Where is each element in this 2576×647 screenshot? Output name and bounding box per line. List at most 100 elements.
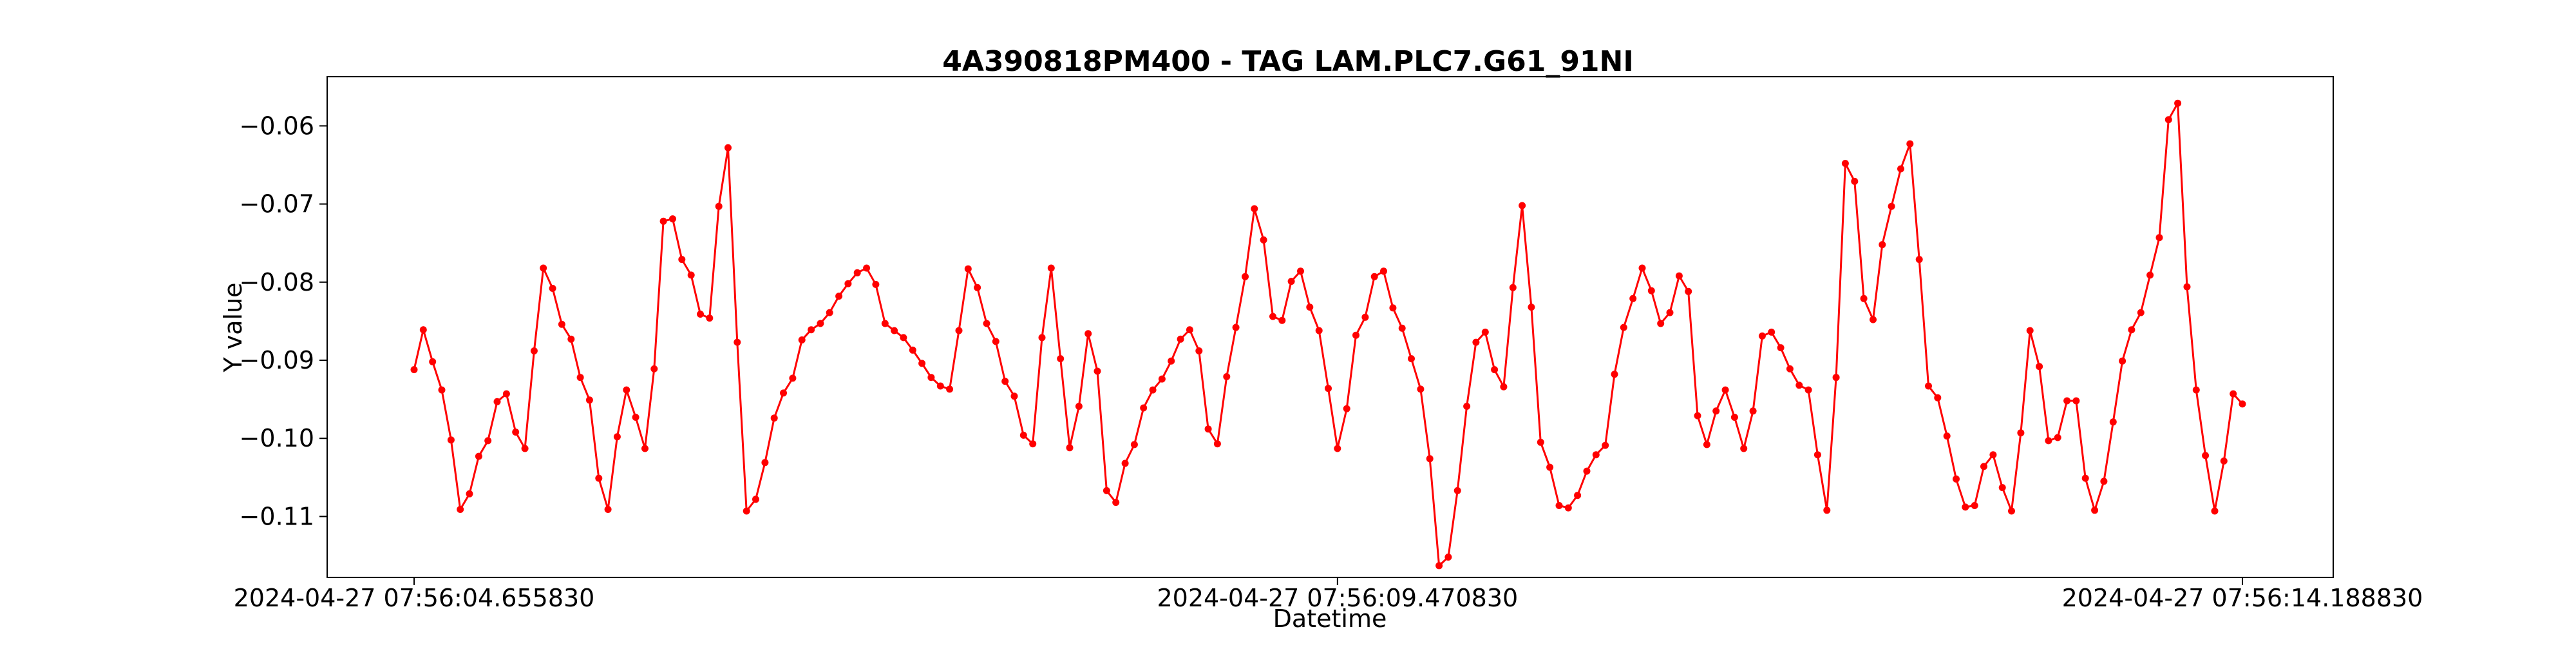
data-point [1168,357,1175,365]
data-point [2202,452,2210,459]
data-point [1251,205,1258,213]
x-axis-label: Datetime [1273,604,1387,633]
data-point [1213,440,1221,448]
data-point [632,414,639,421]
data-point [1564,504,1572,512]
data-point [697,311,704,318]
data-point [1925,382,1932,390]
data-point [1481,328,1489,336]
data-point [457,506,464,513]
data-point [1555,502,1563,509]
data-point [2036,363,2043,371]
data-point [1454,487,1461,494]
data-point [1398,324,1406,332]
data-point [715,202,723,210]
data-point [1500,383,1508,391]
data-point [1841,160,1849,168]
data-point [2081,474,2089,482]
data-point [1620,324,1627,331]
data-point [1694,412,1701,420]
data-point [1010,392,1018,400]
data-point [1537,438,1544,446]
data-point [844,280,852,287]
data-point [1204,425,1212,433]
data-point [1611,371,1618,378]
data-point [1186,326,1193,334]
data-point [1860,295,1868,302]
data-point [1269,313,1276,320]
data-point [1417,385,1425,393]
data-point [1870,316,1877,324]
data-point [955,327,963,334]
data-point [1444,554,1452,561]
data-point [1980,463,1987,470]
data-point [1647,287,1655,295]
data-point [2008,507,2015,515]
data-point [1721,386,1729,394]
data-point [1361,313,1369,321]
data-point [936,382,944,390]
data-point [1094,367,1101,375]
chart-title: 4A390818PM400 - TAG LAM.PLC7.G61_91NI [942,45,1634,78]
data-point [502,390,510,398]
data-point [1463,403,1471,410]
data-point [438,386,446,394]
data-point [1832,374,1840,381]
data-point [2119,357,2126,365]
data-point [512,429,520,436]
data-point [623,386,630,394]
data-point [909,346,916,354]
data-point [1019,431,1027,439]
data-point [1602,441,1609,449]
data-point [1334,445,1341,452]
data-point [2054,434,2061,441]
data-point [1001,378,1009,385]
data-point [2091,507,2099,514]
data-point [1519,202,1526,209]
data-point [1370,273,1378,280]
data-point [650,365,658,372]
data-point [1915,256,1923,264]
data-point [2137,309,2145,316]
data-point [1592,451,1600,459]
data-point [1851,177,1859,185]
data-point [1084,330,1092,338]
data-point [835,293,843,300]
data-point [1777,344,1785,352]
data-point [1879,241,1886,249]
data-point [734,338,741,346]
data-point [1730,414,1738,421]
data-point [2063,397,2071,405]
y-tick-label: −0.09 [240,346,314,374]
data-point [1675,272,1683,280]
data-point [1315,327,1323,334]
x-tick-label: 2024-04-27 07:56:14.188830 [2062,584,2423,612]
data-point [743,507,750,515]
x-tick-label: 2024-04-27 07:56:04.655830 [234,584,595,612]
y-axis-label: Y value [219,282,247,372]
data-point [881,320,889,327]
data-point [1389,304,1397,312]
data-point [530,347,538,354]
data-point [2017,429,2025,437]
data-point [1888,202,1895,210]
data-point [1934,394,1942,401]
data-point [2045,437,2052,445]
data-point [853,269,861,276]
data-point [2128,326,2136,334]
data-point [1574,492,1582,499]
data-point [1103,487,1110,494]
plot-frame [327,76,2334,578]
data-point [1962,503,1969,511]
plot-area [327,76,2334,578]
data-point [808,326,815,334]
data-point [1472,338,1480,346]
data-point [1749,407,1757,415]
data-point [2211,507,2219,515]
x-tick-label: 2024-04-27 07:56:09.470830 [1157,584,1518,612]
data-point [1823,507,1831,514]
data-point [1223,373,1231,380]
y-tick-label: −0.07 [240,190,314,218]
data-point [918,360,926,367]
data-point [706,314,714,322]
